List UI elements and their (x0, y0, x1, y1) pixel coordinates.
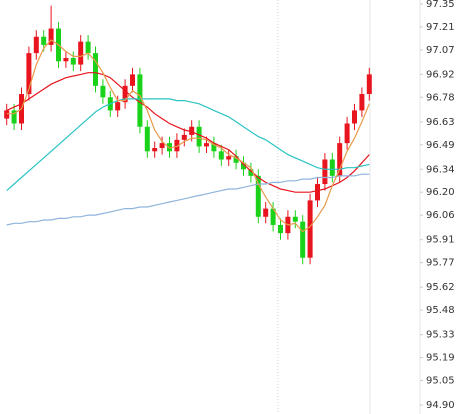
candle-body (344, 123, 350, 144)
candle-body (226, 156, 232, 160)
y-tick-label: 96.92 (426, 69, 455, 80)
moving-average-line (6, 72, 370, 193)
y-tick-label: 97.21 (426, 22, 455, 33)
y-tick-label: 97.35 (426, 0, 455, 10)
y-tick-label: 96.20 (426, 187, 455, 198)
candle-body (78, 41, 84, 65)
candle-body (130, 74, 135, 86)
candle-body (33, 36, 39, 54)
candle-body (144, 126, 150, 152)
candle-body (41, 36, 47, 45)
candle-body (189, 126, 195, 135)
candle-body (152, 148, 158, 152)
y-tick-label: 94.90 (426, 400, 455, 411)
y-tick-label: 97.07 (426, 45, 455, 56)
candle-body (337, 143, 343, 176)
y-tick-label: 95.77 (426, 258, 455, 269)
y-tick-label: 96.06 (426, 210, 455, 221)
moving-average-line (6, 39, 370, 233)
candle-body (315, 184, 320, 201)
candle-body (4, 110, 10, 119)
y-tick-label: 95.33 (426, 330, 455, 341)
candle-body (211, 143, 217, 152)
candle-body (278, 224, 283, 234)
candle-body (366, 74, 372, 95)
candle-body (329, 159, 335, 176)
candle-body (100, 85, 106, 98)
candle-body (218, 151, 224, 160)
candle-body (300, 221, 306, 258)
y-tick-label: 95.19 (426, 353, 455, 364)
candle-body (181, 134, 187, 140)
candle-body (241, 162, 246, 170)
candle-body (270, 208, 276, 225)
candle-body (352, 110, 357, 124)
candle-body (70, 58, 76, 65)
candle-body (322, 159, 328, 185)
candle-body (93, 53, 98, 86)
candle-body (85, 41, 91, 54)
y-tick-label: 95.05 (426, 375, 455, 386)
moving-average-line (6, 98, 370, 192)
candle-body (307, 200, 313, 258)
y-tick-label: 96.34 (426, 164, 455, 175)
y-tick-label: 96.49 (426, 140, 455, 151)
candle-body (63, 58, 69, 62)
candle-body (137, 74, 143, 127)
candle-body (292, 216, 298, 222)
y-tick-label: 95.62 (426, 282, 455, 293)
candle-body (26, 53, 32, 95)
candle-body (204, 143, 209, 147)
candle-body (263, 208, 269, 217)
candle-body (174, 139, 180, 152)
y-tick-label: 95.91 (426, 235, 455, 246)
candle-body (233, 156, 239, 163)
candle-body (159, 143, 165, 149)
y-tick-label: 95.48 (426, 305, 455, 316)
candle-body (196, 126, 202, 147)
candle-body (48, 28, 54, 45)
candle-body (115, 102, 121, 111)
candle-body (255, 175, 261, 217)
candle-body (122, 85, 128, 103)
y-tick-label: 96.63 (426, 117, 455, 128)
candle-body (248, 169, 254, 176)
y-tick-label: 96.78 (426, 92, 455, 103)
candle-body (359, 94, 365, 111)
candle-body (11, 110, 17, 124)
moving-average-line (6, 173, 370, 226)
